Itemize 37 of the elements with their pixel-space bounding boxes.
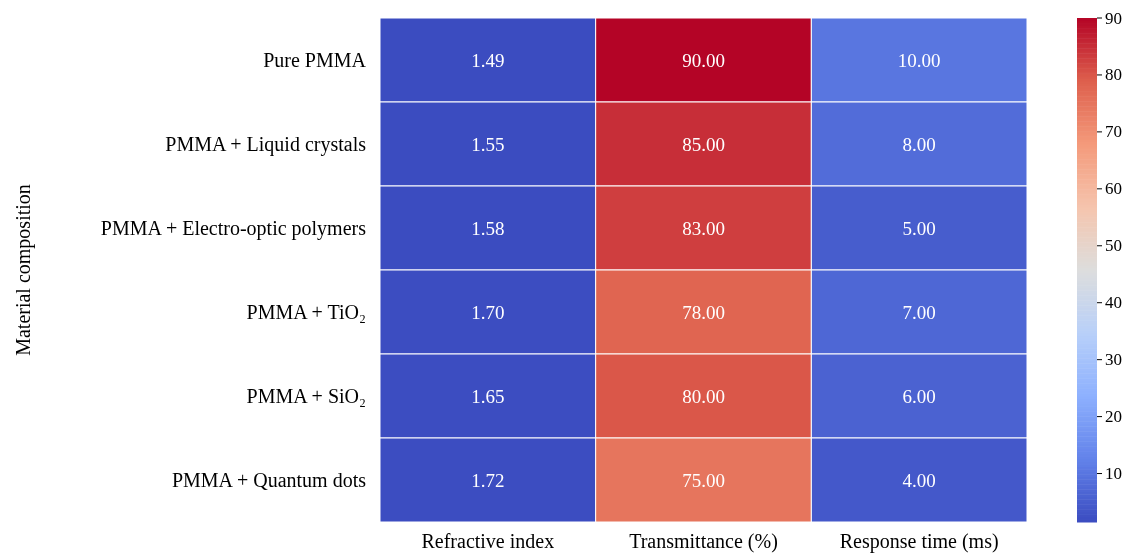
data-label: 78.00 <box>682 301 725 323</box>
y-tick-label: PMMA + SiO₂ <box>246 385 366 407</box>
color-bar-label: 80 <box>1105 65 1122 85</box>
color-bar-label: 70 <box>1105 122 1122 142</box>
data-label: 6.00 <box>902 385 936 407</box>
color-bar-label: 20 <box>1105 407 1122 427</box>
data-label: 1.58 <box>471 217 505 239</box>
y-tick-label: Pure PMMA <box>263 49 367 71</box>
y-tick-label: PMMA + Liquid crystals <box>165 133 367 156</box>
data-label: 90.00 <box>682 49 725 71</box>
x-tick-label: Response time (ms) <box>839 530 999 553</box>
data-label: 10.00 <box>897 49 941 71</box>
data-label: 8.00 <box>902 133 936 155</box>
data-label: 1.70 <box>471 301 505 323</box>
x-tick-label: Transmittance (%) <box>629 530 778 553</box>
data-label: 7.00 <box>902 301 936 323</box>
color-bar-label: 50 <box>1105 236 1122 256</box>
data-label: 4.00 <box>902 469 936 491</box>
color-bar-label: 90 <box>1105 8 1122 28</box>
data-label: 5.00 <box>902 217 936 239</box>
y-tick-label: PMMA + Quantum dots <box>171 469 367 491</box>
data-label: 85.00 <box>682 133 725 155</box>
x-tick-label: Refractive index <box>421 530 555 552</box>
data-label: 83.00 <box>682 217 725 239</box>
data-label: 80.00 <box>682 385 725 407</box>
y-axis-title: Material composition <box>12 184 35 356</box>
color-bar-label: 60 <box>1105 179 1122 199</box>
color-bar-label: 30 <box>1105 350 1122 370</box>
data-label: 1.72 <box>471 469 505 491</box>
data-label: 1.49 <box>471 49 505 71</box>
y-tick-label: PMMA + TiO₂ <box>246 301 366 323</box>
data-label: 1.65 <box>471 385 505 407</box>
color-bar-label: 10 <box>1105 464 1122 484</box>
color-bar-label: 40 <box>1105 293 1122 313</box>
y-tick-label: PMMA + Electro-optic polymers <box>100 217 367 240</box>
data-label: 1.55 <box>471 133 505 155</box>
data-label: 75.00 <box>682 469 725 491</box>
